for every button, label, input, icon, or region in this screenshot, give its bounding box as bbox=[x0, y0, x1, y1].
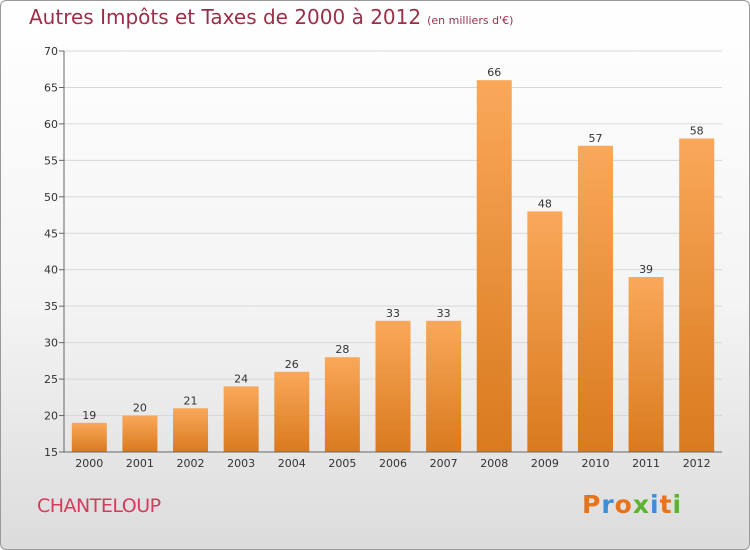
logo-letter: i bbox=[672, 490, 683, 519]
value-label-2006: 33 bbox=[386, 307, 400, 320]
x-tick-label-2005: 2005 bbox=[328, 457, 356, 470]
bar-2005 bbox=[324, 357, 360, 452]
value-label-2009: 48 bbox=[538, 197, 552, 210]
value-label-2005: 28 bbox=[335, 343, 349, 356]
value-label-2000: 19 bbox=[82, 409, 96, 422]
value-label-2010: 57 bbox=[588, 132, 602, 145]
x-tick-label-2010: 2010 bbox=[581, 457, 609, 470]
value-label-2012: 58 bbox=[690, 124, 704, 137]
y-tick-label: 70 bbox=[44, 45, 58, 58]
logo-letter: t bbox=[659, 490, 673, 519]
value-label-2007: 33 bbox=[437, 307, 451, 320]
commune-name: CHANTELOUP bbox=[37, 495, 161, 517]
logo-letter: P bbox=[582, 490, 602, 519]
x-tick-label-2009: 2009 bbox=[531, 457, 559, 470]
value-label-2011: 39 bbox=[639, 263, 653, 276]
y-tick-label: 60 bbox=[44, 118, 58, 131]
y-tick-label: 15 bbox=[44, 446, 58, 459]
x-tick-label-2006: 2006 bbox=[379, 457, 407, 470]
logo-letter: r bbox=[601, 490, 615, 519]
bar-2012 bbox=[679, 138, 715, 452]
x-tick-label-2011: 2011 bbox=[632, 457, 660, 470]
y-tick-label: 65 bbox=[44, 81, 58, 94]
x-tick-label-2008: 2008 bbox=[480, 457, 508, 470]
value-label-2001: 20 bbox=[133, 402, 147, 415]
chart-title: Autres Impôts et Taxes de 2000 à 2012 (en… bbox=[29, 5, 513, 29]
y-tick-label: 45 bbox=[44, 227, 58, 240]
y-tick-label: 40 bbox=[44, 264, 58, 277]
bar-2000 bbox=[71, 422, 107, 452]
logo-letter: x bbox=[632, 490, 650, 519]
chart-subtitle: (en milliers d'€) bbox=[427, 14, 514, 27]
y-tick-label: 30 bbox=[44, 337, 58, 350]
bar-2006 bbox=[375, 320, 411, 452]
bar-2007 bbox=[426, 320, 462, 452]
x-tick-label-2002: 2002 bbox=[177, 457, 205, 470]
x-tick-label-2001: 2001 bbox=[126, 457, 154, 470]
logo-letter: o bbox=[614, 490, 633, 519]
x-axis: 2000 2001 2002 2003 2004 2005 2006 2007 2008 2009… bbox=[64, 451, 722, 470]
bar-2008 bbox=[476, 80, 512, 452]
bars: 19 20 21 24 26 28 33 33 66 48 57 39 58 bbox=[71, 66, 715, 453]
bar-2001 bbox=[122, 415, 158, 452]
value-label-2004: 26 bbox=[285, 358, 299, 371]
x-tick-label-2007: 2007 bbox=[430, 457, 458, 470]
value-label-2008: 66 bbox=[487, 66, 501, 79]
title-text: Autres Impôts et Taxes de 2000 à 2012 bbox=[29, 5, 422, 29]
y-tick-label: 20 bbox=[44, 410, 58, 423]
x-tick-label-2003: 2003 bbox=[227, 457, 255, 470]
x-tick-label-2012: 2012 bbox=[683, 457, 711, 470]
bar-2002 bbox=[173, 408, 209, 452]
bar-2009 bbox=[527, 211, 563, 452]
x-tick-label-2000: 2000 bbox=[75, 457, 103, 470]
y-tick-label: 50 bbox=[44, 191, 58, 204]
value-label-2002: 21 bbox=[184, 394, 198, 407]
y-axis: 15 20 25 30 35 40 45 50 55 60 65 70 bbox=[44, 45, 65, 459]
bar-2004 bbox=[274, 371, 310, 452]
bar-2010 bbox=[577, 145, 613, 453]
proxiti-logo: Proxiti bbox=[582, 490, 682, 519]
bar-2011 bbox=[628, 277, 664, 452]
y-tick-label: 25 bbox=[44, 373, 58, 386]
x-tick-label-2004: 2004 bbox=[278, 457, 306, 470]
bar-2003 bbox=[223, 386, 259, 452]
value-label-2003: 24 bbox=[234, 372, 248, 385]
y-tick-label: 35 bbox=[44, 300, 58, 313]
logo-letter: i bbox=[650, 490, 660, 519]
y-tick-label: 55 bbox=[44, 154, 58, 167]
